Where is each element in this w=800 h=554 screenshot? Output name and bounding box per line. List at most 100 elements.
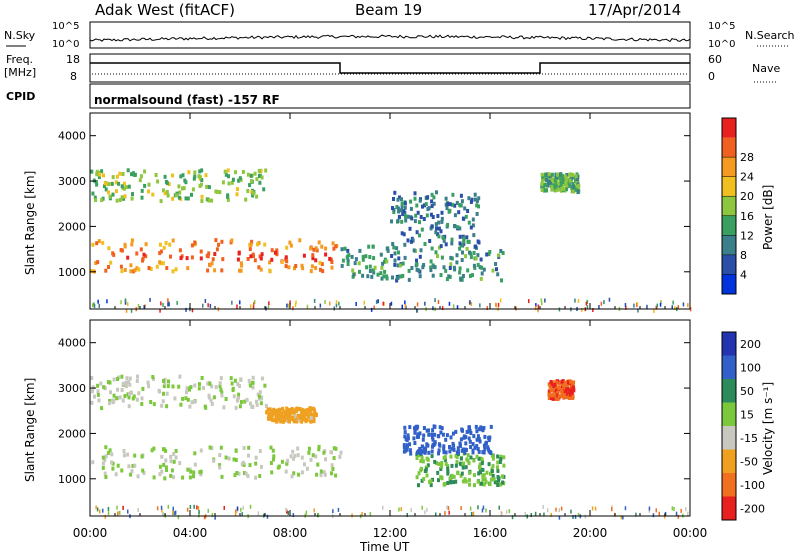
data-cell xyxy=(112,377,116,382)
data-cell xyxy=(476,434,480,439)
data-cell xyxy=(270,409,274,414)
data-cell xyxy=(198,175,202,180)
data-cell xyxy=(464,254,468,259)
data-cell xyxy=(94,261,98,265)
data-cell xyxy=(108,194,112,199)
data-cell xyxy=(550,187,554,192)
data-cell xyxy=(448,449,452,454)
data-cell xyxy=(449,476,453,481)
data-cell xyxy=(566,384,570,388)
data-cell xyxy=(147,182,151,187)
data-cell xyxy=(453,224,457,229)
noise-cell xyxy=(240,507,242,512)
data-cell xyxy=(560,173,564,178)
data-cell xyxy=(192,474,195,479)
data-cell xyxy=(339,450,343,455)
data-cell xyxy=(104,268,108,273)
data-cell xyxy=(265,410,269,415)
data-cell xyxy=(163,476,167,481)
data-cell xyxy=(291,410,295,415)
data-cell xyxy=(133,173,137,177)
data-cell xyxy=(106,380,110,385)
data-cell xyxy=(255,177,259,182)
data-cell xyxy=(481,467,485,472)
colorbar-tick-label: -200 xyxy=(740,502,765,515)
data-cell xyxy=(205,253,209,258)
data-cell xyxy=(184,396,188,401)
noise-cell xyxy=(127,302,129,307)
data-cell xyxy=(544,183,548,188)
data-cell xyxy=(270,417,274,421)
data-cell xyxy=(115,189,118,194)
data-cell xyxy=(408,448,412,453)
data-cell xyxy=(429,259,433,264)
data-cell xyxy=(224,397,228,401)
data-cell xyxy=(390,219,393,224)
data-cell xyxy=(294,418,298,423)
data-cell xyxy=(234,458,238,462)
data-cell xyxy=(232,394,236,399)
data-cell xyxy=(178,374,182,379)
data-cell xyxy=(330,471,333,476)
data-cell xyxy=(551,183,555,188)
noise-cell xyxy=(528,299,530,304)
data-cell xyxy=(199,448,203,453)
data-cell xyxy=(452,474,456,479)
data-cell xyxy=(104,454,108,459)
data-cell xyxy=(249,383,253,388)
data-cell xyxy=(122,453,126,458)
freq-tick-bottom: 8 xyxy=(70,70,77,83)
noise-cell xyxy=(660,300,662,305)
noise-cell xyxy=(236,304,238,309)
data-cell xyxy=(463,477,467,482)
noise-cell xyxy=(398,507,400,512)
data-cell xyxy=(570,172,574,177)
data-cell xyxy=(391,206,394,210)
noise-cell xyxy=(167,302,169,307)
data-cell xyxy=(94,198,98,203)
data-cell xyxy=(287,265,291,270)
data-cell xyxy=(312,247,316,252)
data-cell xyxy=(550,396,553,400)
data-cell xyxy=(434,222,438,227)
noise-cell xyxy=(671,506,674,511)
noise-cell xyxy=(655,508,657,513)
data-cell xyxy=(479,257,483,262)
data-cell xyxy=(542,183,546,188)
xtick-label: 16:00 xyxy=(473,526,508,540)
data-cell xyxy=(552,392,556,396)
data-cell xyxy=(210,384,214,389)
data-cell xyxy=(447,274,451,279)
data-cell xyxy=(308,418,312,423)
data-cell xyxy=(472,263,476,268)
data-cell xyxy=(424,446,428,451)
data-cell xyxy=(108,448,112,453)
data-cell xyxy=(418,274,422,279)
data-cell xyxy=(428,480,432,485)
data-cell xyxy=(257,265,261,270)
data-cell xyxy=(430,454,434,459)
data-cell xyxy=(462,461,465,466)
data-cell xyxy=(408,425,412,430)
noise-cell xyxy=(534,306,537,311)
data-cell xyxy=(421,265,425,270)
noise-cell xyxy=(542,504,544,509)
data-cell xyxy=(154,173,158,177)
data-cell xyxy=(251,193,255,198)
data-cell xyxy=(127,184,131,189)
noise-cell xyxy=(648,508,650,513)
data-cell xyxy=(110,460,113,465)
data-cell xyxy=(170,468,174,473)
data-cell xyxy=(201,386,205,390)
data-cell xyxy=(318,260,322,265)
data-cell xyxy=(482,482,486,487)
data-cell xyxy=(219,387,223,392)
noise-cell xyxy=(93,304,96,308)
data-cell xyxy=(480,457,484,462)
data-cell xyxy=(121,398,125,403)
data-cell xyxy=(329,450,333,455)
data-cell xyxy=(423,449,427,454)
data-cell xyxy=(385,274,389,279)
data-cell xyxy=(338,454,342,459)
ytick-label: 1000 xyxy=(58,473,86,486)
